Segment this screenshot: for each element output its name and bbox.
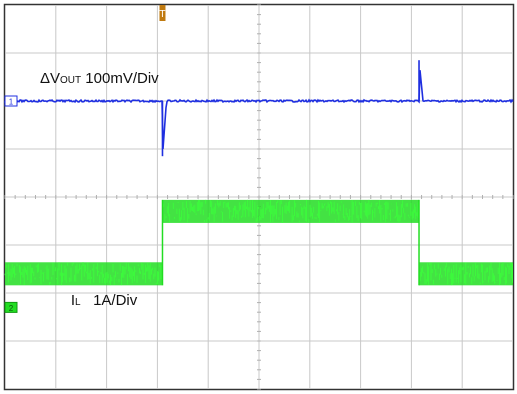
trigger-marker-letter: T [159, 9, 165, 20]
channel-1-label: ΔVOUT 100mV/Div [40, 70, 159, 87]
channel-2-band [5, 262, 163, 286]
channel-2-noise [4, 262, 163, 286]
channel-2-label-rest: 1A/Div [81, 292, 138, 309]
channel-2-label-sub: L [75, 297, 81, 308]
trigger-marker-bar [159, 5, 166, 21]
channel-2-label-main: I [71, 292, 75, 309]
channel-1-label-main: ΔV [40, 70, 60, 87]
channel-2-ground-marker [4, 301, 18, 313]
channel-1-label-sub: OUT [60, 75, 81, 86]
channel-2-trace-group [4, 199, 513, 286]
channel-2-band [162, 199, 420, 223]
channel-1-ground-marker [4, 95, 18, 107]
channel-2-label: IL 1A/Div [50, 292, 150, 309]
graticule [4, 4, 514, 390]
channel-1-label-rest: 100mV/Div [81, 70, 159, 87]
marker-group: T 1 2 [4, 5, 166, 313]
channel-2-ground-marker-text: 2 [9, 304, 14, 313]
channel-1-ground-marker-text: 1 [9, 98, 14, 107]
channel-1-trace [4, 70, 514, 150]
channel-1-trace-group [4, 60, 514, 157]
